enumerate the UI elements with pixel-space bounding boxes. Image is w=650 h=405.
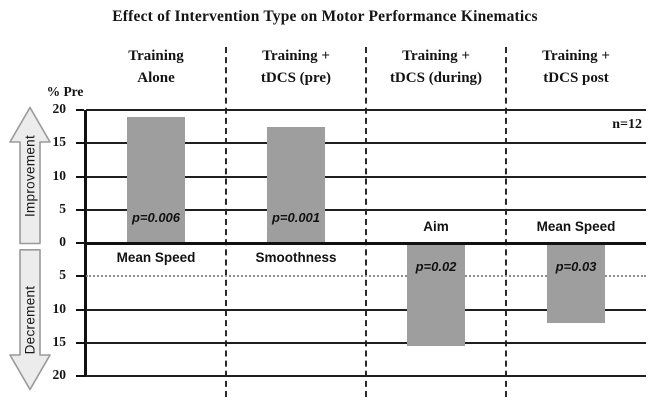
p-value-label: p=0.006: [131, 210, 181, 225]
up-arrow-icon: [9, 106, 51, 245]
p-value-label: p=0.02: [415, 259, 457, 274]
p-value-label: p=0.001: [271, 210, 321, 225]
axis-tick: [76, 308, 84, 311]
y-tick-label: 5: [59, 200, 66, 216]
column-header: Training Alone: [128, 48, 184, 86]
axis-tick: [76, 175, 84, 178]
decrement-arrow: Decrement: [7, 249, 53, 391]
axis-tick: [76, 341, 84, 344]
axis-tick: [76, 375, 84, 377]
bar-3: [407, 243, 465, 347]
down-arrow-icon: [9, 249, 51, 391]
column-header: Training + tDCS post: [542, 48, 610, 86]
axis-tick: [76, 208, 84, 211]
y-axis-line: [76, 109, 87, 377]
y-axis-title: % Pre: [46, 84, 84, 99]
bar-1: [127, 116, 185, 243]
y-tick-label: 15: [52, 333, 67, 349]
gridline--20: [86, 375, 646, 377]
bar-2: [267, 126, 325, 243]
sample-size-annotation: n=12: [612, 117, 642, 132]
chart-title: Effect of Intervention Type on Motor Per…: [112, 8, 538, 25]
y-tick-label: 15: [52, 134, 67, 150]
y-tick-label: 20: [52, 367, 67, 382]
measure-label: Mean Speed: [116, 250, 196, 265]
axis-tick: [76, 242, 84, 244]
y-tick-label: 5: [59, 267, 66, 283]
y-tick-label: 20: [52, 101, 67, 116]
decrement-label: Decrement: [22, 285, 38, 355]
column-headers: Training Alone Training + tDCS (pre) Trainin…: [86, 46, 646, 100]
measure-label: Smoothness: [255, 250, 337, 265]
y-tick-labels: 20 15 10 5 0 5 10 15 20: [40, 101, 78, 382]
plot-area: n=12 p=0.006 Mean Speed p=0.001 Smoothness p…: [86, 109, 646, 377]
gridline--15: [86, 341, 646, 344]
gridline-0: [86, 241, 646, 245]
y-tick-label: 10: [52, 167, 67, 183]
p-value-label: p=0.03: [555, 259, 597, 274]
y-tick-label: 0: [59, 234, 66, 249]
y-tick-label: 10: [52, 300, 67, 316]
axis-tick: [76, 109, 84, 111]
column-header: Training + tDCS (pre): [260, 48, 332, 86]
gridline-20: [86, 109, 646, 111]
axis-tick: [76, 275, 84, 278]
bar-4: [547, 243, 605, 323]
measure-label: Mean Speed: [536, 219, 616, 234]
axis-tick: [76, 142, 84, 145]
improvement-arrow: Improvement: [7, 106, 53, 245]
column-header: Training + tDCS (during): [389, 48, 483, 86]
improvement-label: Improvement: [22, 134, 38, 217]
measure-label: Aim: [423, 219, 449, 234]
